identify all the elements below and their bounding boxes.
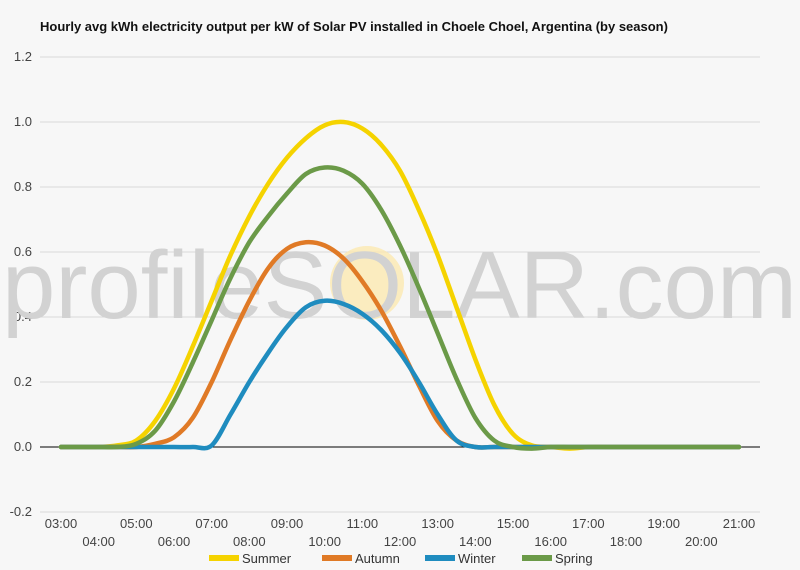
x-tick-label: 14:00 bbox=[459, 534, 492, 549]
y-tick-label: 1.0 bbox=[14, 114, 32, 129]
legend-label-autumn: Autumn bbox=[355, 551, 400, 566]
x-tick-label: 03:00 bbox=[45, 516, 78, 531]
x-tick-label: 20:00 bbox=[685, 534, 718, 549]
y-tick-label: 1.2 bbox=[14, 49, 32, 64]
legend-swatch-winter bbox=[425, 555, 455, 561]
x-tick-label: 13:00 bbox=[421, 516, 454, 531]
x-tick-label: 21:00 bbox=[723, 516, 756, 531]
x-tick-label: 16:00 bbox=[534, 534, 567, 549]
x-tick-label: 17:00 bbox=[572, 516, 605, 531]
x-tick-label: 04:00 bbox=[82, 534, 115, 549]
x-tick-label: 15:00 bbox=[497, 516, 530, 531]
y-tick-label: -0.2 bbox=[10, 504, 32, 519]
x-tick-label: 19:00 bbox=[647, 516, 680, 531]
y-tick-label: 0.2 bbox=[14, 374, 32, 389]
y-tick-label: 0.0 bbox=[14, 439, 32, 454]
chart-title: Hourly avg kWh electricity output per kW… bbox=[40, 19, 668, 34]
x-tick-label: 18:00 bbox=[610, 534, 643, 549]
y-tick-label: 0.6 bbox=[14, 244, 32, 259]
legend-label-winter: Winter bbox=[458, 551, 496, 566]
x-tick-label: 08:00 bbox=[233, 534, 266, 549]
x-tick-label: 09:00 bbox=[271, 516, 304, 531]
legend-label-spring: Spring bbox=[555, 551, 593, 566]
legend-swatch-spring bbox=[522, 555, 552, 561]
x-tick-label: 10:00 bbox=[308, 534, 341, 549]
legend-label-summer: Summer bbox=[242, 551, 292, 566]
x-tick-label: 06:00 bbox=[158, 534, 191, 549]
x-tick-label: 05:00 bbox=[120, 516, 153, 531]
legend-swatch-summer bbox=[209, 555, 239, 561]
watermark-text: profileSOLAR.com bbox=[2, 232, 797, 339]
legend-swatch-autumn bbox=[322, 555, 352, 561]
x-tick-label: 07:00 bbox=[195, 516, 228, 531]
series-line-spring bbox=[58, 165, 742, 451]
x-tick-label: 12:00 bbox=[384, 534, 417, 549]
x-tick-label: 11:00 bbox=[347, 516, 379, 531]
y-tick-label: 0.8 bbox=[14, 179, 32, 194]
y-tick-label: 0.4 bbox=[14, 309, 32, 324]
